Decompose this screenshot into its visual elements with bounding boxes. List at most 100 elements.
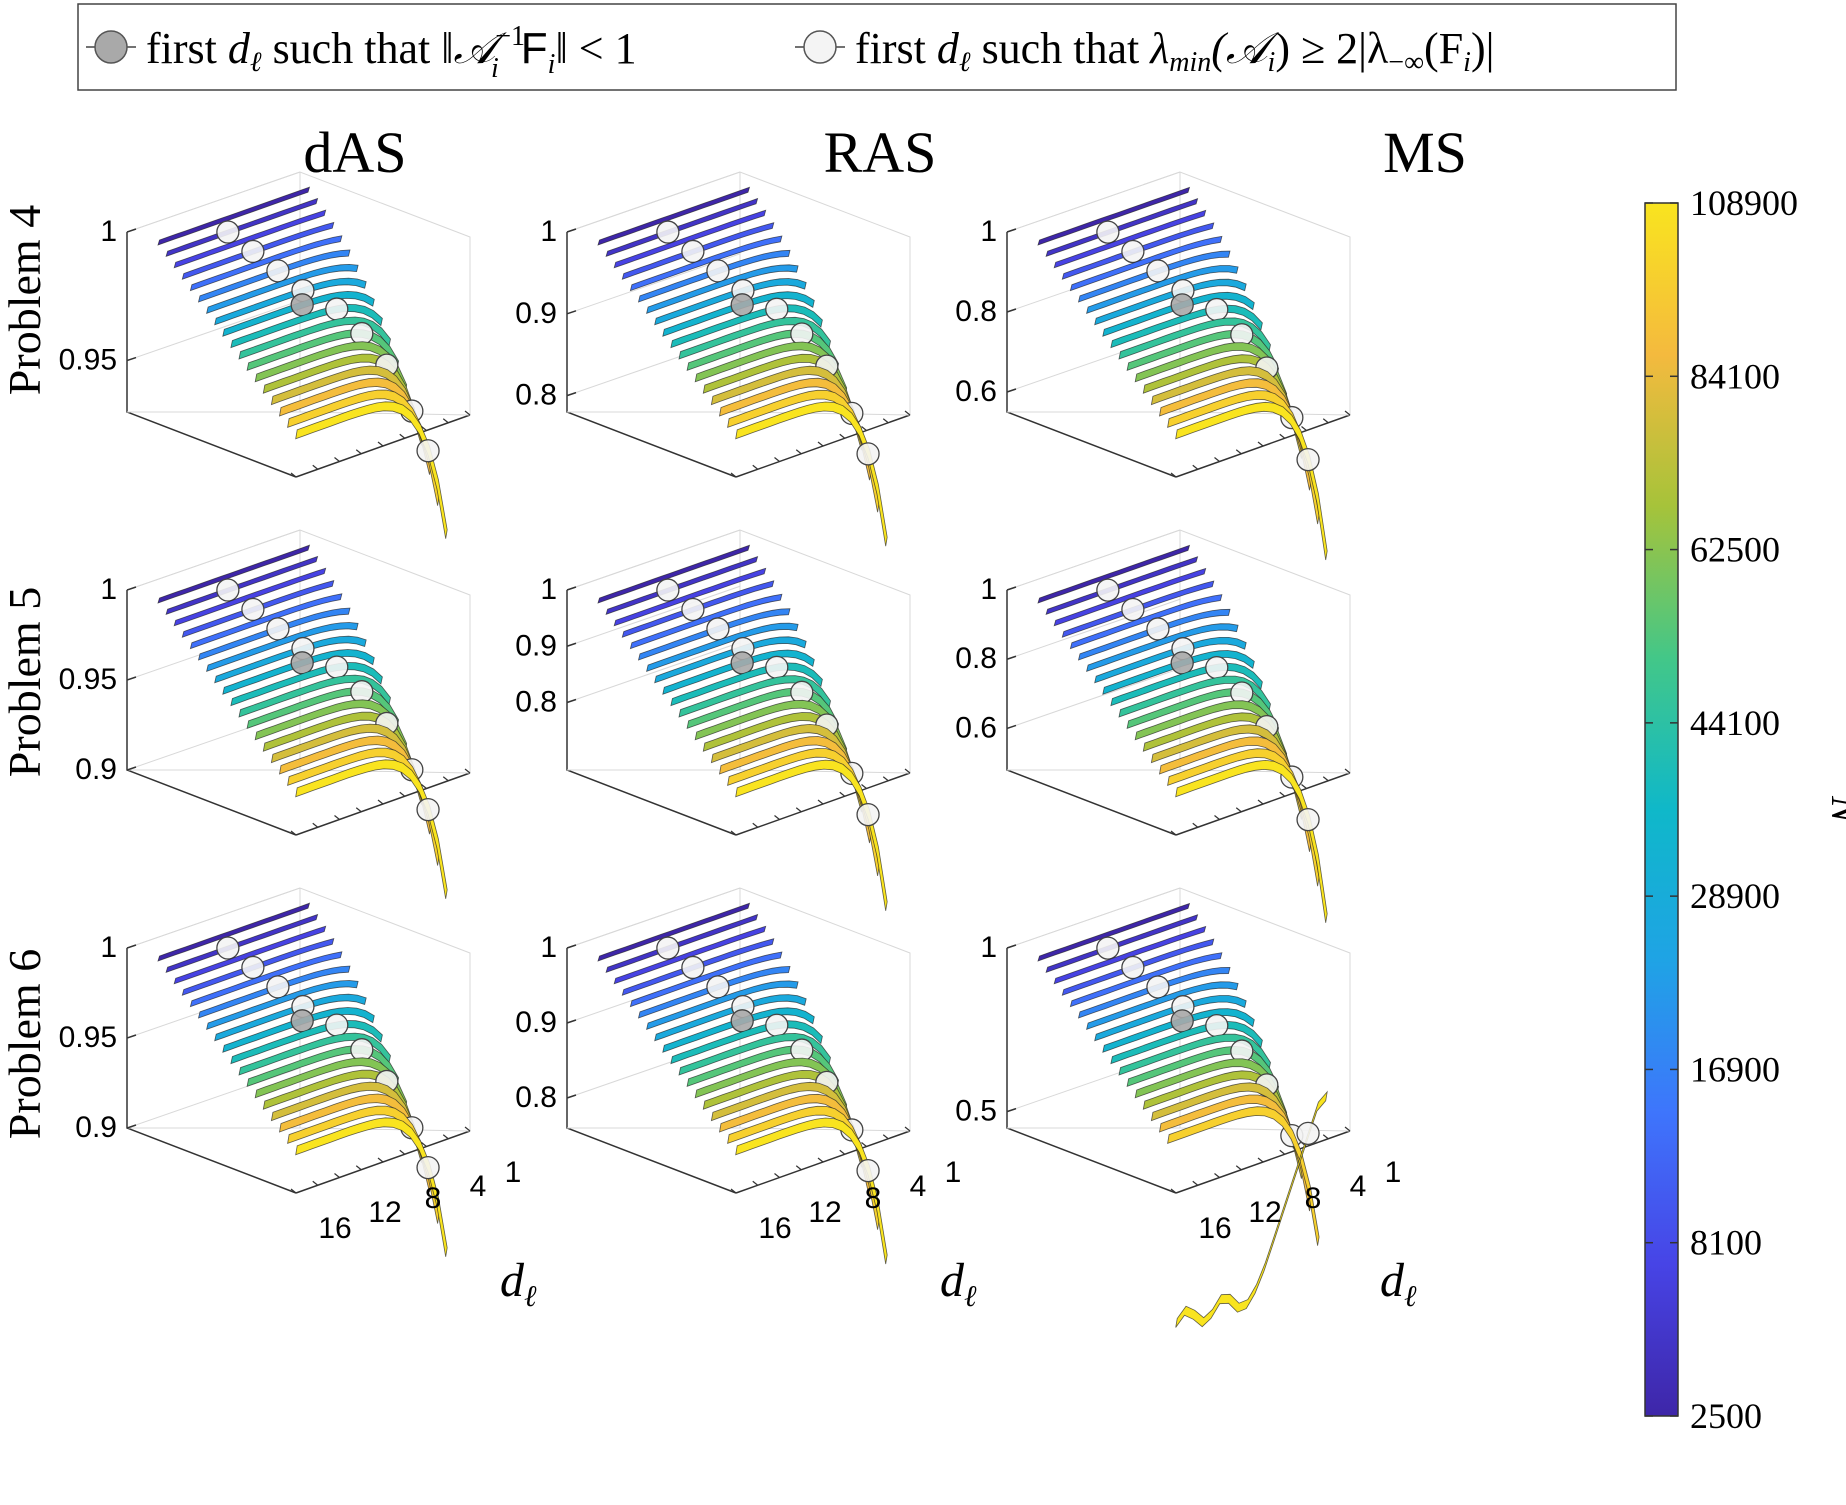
x-tick-mark bbox=[1257, 441, 1264, 447]
x-tick-mark bbox=[1344, 1126, 1351, 1132]
white-circle-marker bbox=[241, 597, 265, 622]
panel-problem-6-ms: 10.516 12 8 4 1dℓ bbox=[955, 887, 1417, 1328]
z-tick-label: 1 bbox=[980, 215, 997, 248]
ribbon-series bbox=[1126, 687, 1280, 737]
grid-line bbox=[566, 585, 741, 647]
ribbon-series bbox=[295, 1117, 448, 1257]
row-label: Problem 5 bbox=[0, 587, 50, 777]
z-tick-mark bbox=[566, 1019, 577, 1024]
x-tick-mark bbox=[312, 464, 319, 470]
panels: 10.9510.90.810.80.610.950.910.90.810.80.… bbox=[59, 171, 1417, 1328]
ribbon-series bbox=[1110, 662, 1263, 707]
grid-line bbox=[1006, 598, 1181, 660]
ribbon-series bbox=[197, 249, 351, 303]
ribbon-series bbox=[1175, 1090, 1328, 1328]
white-circle-marker bbox=[325, 655, 349, 679]
white-circle-marker bbox=[656, 936, 680, 960]
white-circle-marker bbox=[325, 297, 349, 321]
x-tick-mark bbox=[334, 815, 340, 820]
x-tick-mark bbox=[442, 418, 449, 424]
x-tick-mark bbox=[399, 433, 406, 439]
x-tick-mark bbox=[904, 768, 911, 774]
ribbon-series bbox=[735, 759, 888, 911]
z-tick-mark bbox=[126, 944, 137, 949]
z-tick-mark bbox=[566, 642, 577, 647]
ribbon-series bbox=[254, 699, 408, 753]
ribbon-series bbox=[230, 303, 383, 349]
gray-circle-marker bbox=[290, 293, 314, 317]
x-tick-mark bbox=[774, 815, 780, 820]
x-tick-mark bbox=[752, 822, 759, 828]
white-circle-marker bbox=[1121, 597, 1145, 622]
x-tick-label: 1 bbox=[1385, 1156, 1402, 1189]
white-circle-marker-icon bbox=[803, 30, 837, 64]
x-tick-mark bbox=[1235, 449, 1242, 455]
x-tick-mark bbox=[1170, 1188, 1177, 1194]
z-tick-label: 1 bbox=[980, 931, 997, 964]
ribbon-series bbox=[613, 925, 767, 985]
panel-problem-4-ras: 1 0.9 0.8 bbox=[515, 171, 911, 547]
panel-problem-5-ms: 1 0.8 0.6 bbox=[955, 529, 1351, 923]
ribbon-series bbox=[157, 186, 311, 246]
ribbon-series bbox=[1077, 966, 1231, 1019]
gray-circle-marker bbox=[1170, 293, 1194, 317]
ribbon-series bbox=[206, 622, 359, 673]
x-tick-mark bbox=[1170, 472, 1177, 478]
z-tick-label: 1 bbox=[100, 215, 117, 248]
panel-problem-5-das: 1 0.95 0.9 bbox=[59, 529, 471, 899]
z-tick-mark bbox=[1006, 1107, 1017, 1113]
z-tick-mark bbox=[566, 698, 577, 704]
panel-problem-6-das: 10.950.916 12 8 4 1dℓ bbox=[59, 887, 537, 1313]
white-circle-marker bbox=[856, 1158, 880, 1183]
z-tick-label: 1 bbox=[100, 931, 117, 964]
ribbon-series bbox=[157, 902, 311, 962]
ribbon-series bbox=[230, 662, 383, 707]
white-circle-marker bbox=[350, 680, 374, 704]
x-tick-label: 4 bbox=[910, 1170, 927, 1203]
white-circle-marker bbox=[681, 597, 705, 622]
z-tick-label: 0.5 bbox=[955, 1095, 997, 1128]
x-tick-mark bbox=[377, 799, 384, 805]
grid-line bbox=[566, 529, 741, 591]
x-tick-mark bbox=[882, 776, 889, 782]
white-circle-marker bbox=[416, 797, 440, 822]
ribbon-series bbox=[1110, 1020, 1263, 1065]
white-circle-marker bbox=[1296, 807, 1320, 832]
white-circle-marker bbox=[656, 578, 680, 602]
x-tick-mark bbox=[377, 1157, 384, 1163]
x-tick-label: 1 bbox=[945, 1156, 962, 1189]
ribbon-series bbox=[1045, 197, 1199, 258]
ribbon-series bbox=[1053, 209, 1207, 269]
x-tick-mark bbox=[442, 1134, 449, 1140]
ribbon-series bbox=[1102, 650, 1255, 695]
grid-line bbox=[126, 529, 301, 591]
ribbon-series bbox=[295, 401, 448, 539]
ribbon-series bbox=[189, 593, 343, 650]
ribbon-series bbox=[1110, 304, 1263, 349]
z-tick-label: 0.9 bbox=[515, 1006, 557, 1039]
grid-line bbox=[566, 642, 741, 703]
x-tick-mark bbox=[861, 1142, 867, 1147]
ribbon-series bbox=[1118, 1033, 1271, 1076]
white-circle-marker bbox=[241, 955, 265, 980]
ribbon-series bbox=[1126, 329, 1280, 378]
x-tick-mark bbox=[1322, 776, 1329, 782]
ribbon-series bbox=[694, 1057, 848, 1114]
white-circle-marker bbox=[1296, 1121, 1320, 1145]
white-circle-marker bbox=[325, 1013, 349, 1037]
ribbon-series bbox=[197, 965, 351, 1019]
grid-line bbox=[1006, 171, 1181, 233]
ribbon-series bbox=[1045, 556, 1199, 616]
gray-circle-marker bbox=[1170, 651, 1194, 675]
x-tick-label: 4 bbox=[1350, 1170, 1367, 1203]
x-tick-mark bbox=[817, 441, 824, 447]
white-circle-marker bbox=[765, 655, 789, 680]
z-tick-mark bbox=[566, 586, 577, 591]
white-circle-marker bbox=[350, 1038, 374, 1062]
ribbon-series bbox=[694, 699, 848, 758]
white-circle-marker bbox=[216, 936, 240, 960]
ribbon-series bbox=[1037, 186, 1191, 246]
x-tick-mark bbox=[1257, 1157, 1264, 1163]
ribbon-series bbox=[629, 235, 783, 292]
ribbon-series bbox=[246, 329, 400, 372]
